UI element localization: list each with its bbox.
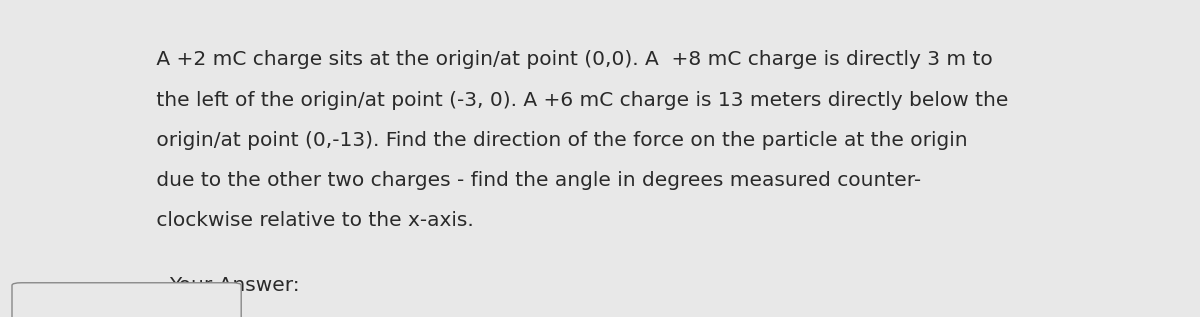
Text: the left of the origin/at point (-3, 0). A +6 mC charge is 13 meters directly be: the left of the origin/at point (-3, 0).… — [150, 91, 1008, 109]
Text: clockwise relative to the x-axis.: clockwise relative to the x-axis. — [150, 211, 474, 230]
Text: A +2 mC charge sits at the origin/at point (0,0). A  +8 mC charge is directly 3 : A +2 mC charge sits at the origin/at poi… — [150, 50, 992, 69]
Text: origin/at point (0,-13). Find the direction of the force on the particle at the : origin/at point (0,-13). Find the direct… — [150, 131, 967, 150]
FancyBboxPatch shape — [12, 283, 241, 317]
Text: due to the other two charges - find the angle in degrees measured counter-: due to the other two charges - find the … — [150, 171, 922, 190]
Text: Your Answer:: Your Answer: — [168, 276, 299, 295]
